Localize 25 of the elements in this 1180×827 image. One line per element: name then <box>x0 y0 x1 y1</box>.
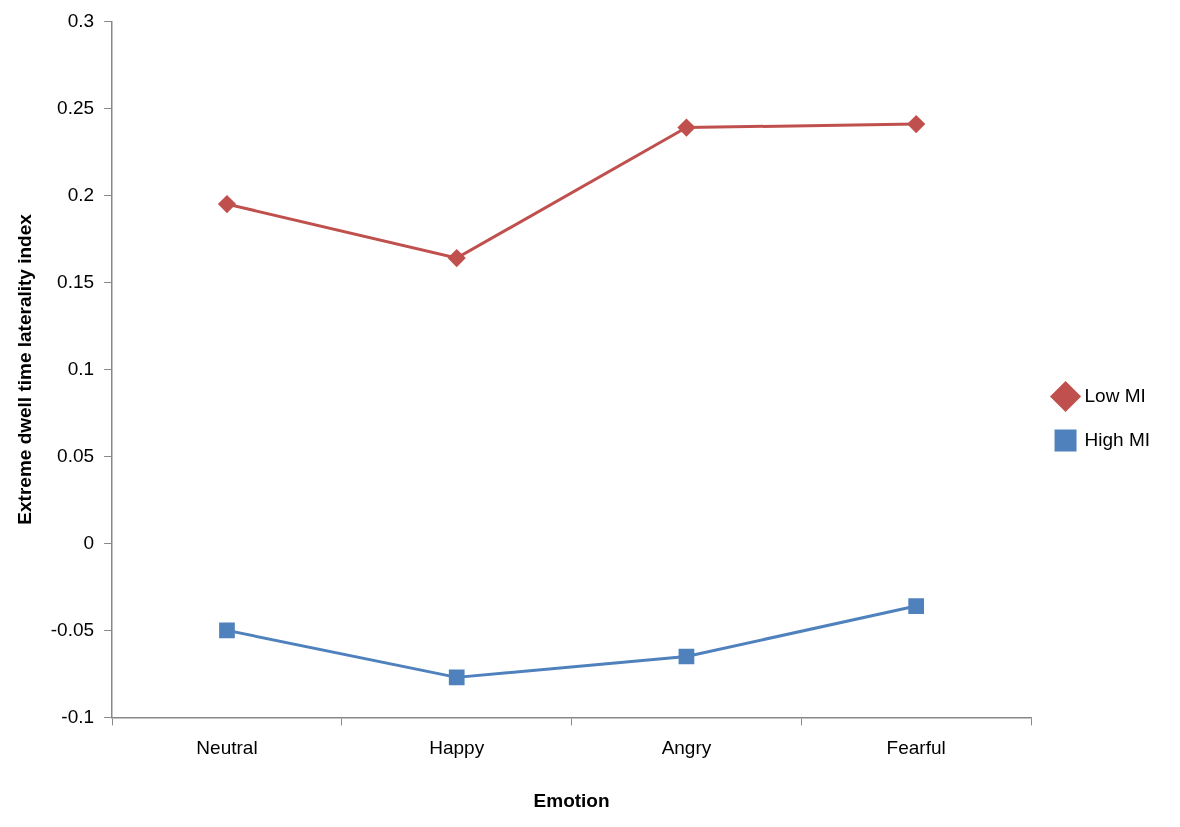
y-tick-label: 0.25 <box>57 96 95 118</box>
y-tick-label: 0.05 <box>57 444 95 466</box>
point <box>678 648 695 665</box>
y-tick-label: 0.1 <box>67 357 95 379</box>
y-tick-label: 0.2 <box>67 183 95 205</box>
y-axis-title: Extreme dwell time laterality index <box>13 213 35 525</box>
x-tick-label: Neutral <box>196 737 258 759</box>
x-tick-label: Happy <box>429 737 485 759</box>
x-tick-label: Fearful <box>886 737 946 759</box>
y-tick-label: 0.15 <box>57 270 95 292</box>
point <box>908 598 925 614</box>
point <box>677 119 695 137</box>
x-axis-title: Emotion <box>533 789 610 811</box>
y-tick-label: 0 <box>83 531 95 553</box>
point <box>448 669 465 686</box>
legend-label: High MI <box>1084 428 1151 450</box>
y-tick-label: -0.05 <box>50 618 95 640</box>
x-tick-label: Angry <box>661 737 712 759</box>
legend-label: Low MI <box>1084 384 1146 406</box>
point <box>448 249 466 267</box>
y-tick-label: 0.3 <box>67 9 95 31</box>
point <box>218 195 236 213</box>
point <box>907 115 925 133</box>
point <box>219 622 235 639</box>
y-tick-label: -0.1 <box>61 705 95 727</box>
